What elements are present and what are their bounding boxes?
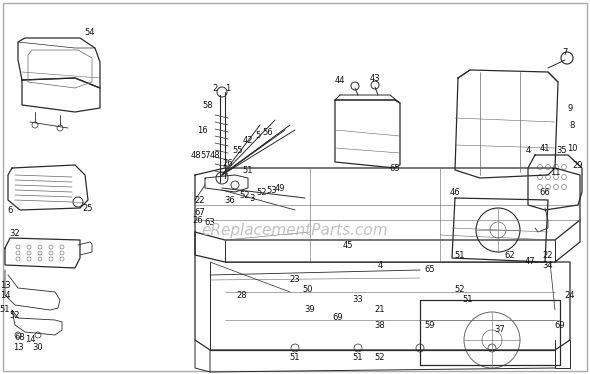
- Text: 51: 51: [463, 295, 473, 304]
- Text: 14: 14: [0, 291, 10, 300]
- Text: 51: 51: [455, 251, 466, 260]
- Text: 3: 3: [250, 193, 255, 202]
- Text: 39: 39: [304, 306, 315, 315]
- Text: 50: 50: [303, 285, 313, 294]
- Text: 54: 54: [85, 28, 95, 37]
- Text: 38: 38: [375, 321, 385, 329]
- Text: 5: 5: [255, 131, 261, 140]
- Text: 69: 69: [333, 313, 343, 322]
- Text: 44: 44: [335, 76, 345, 85]
- Text: 7: 7: [562, 47, 568, 56]
- Text: 63: 63: [205, 218, 215, 227]
- Text: 29: 29: [573, 160, 584, 169]
- Text: 48: 48: [191, 150, 201, 159]
- Text: 58: 58: [203, 101, 214, 110]
- Text: 28: 28: [237, 291, 247, 300]
- Text: 11: 11: [550, 168, 560, 177]
- Text: 52: 52: [455, 285, 466, 294]
- Text: 68: 68: [15, 334, 25, 343]
- Text: 25: 25: [83, 203, 93, 212]
- Text: 46: 46: [450, 187, 460, 196]
- Text: 52: 52: [257, 187, 267, 196]
- Text: 51: 51: [353, 353, 363, 362]
- Text: 52: 52: [375, 353, 385, 362]
- Text: 57: 57: [201, 150, 211, 159]
- Text: 30: 30: [32, 343, 43, 353]
- Text: 62: 62: [504, 251, 515, 260]
- Text: 16: 16: [196, 126, 207, 135]
- Text: 34: 34: [543, 261, 553, 270]
- Text: 52: 52: [240, 190, 250, 199]
- Text: 8: 8: [569, 120, 575, 129]
- Text: 37: 37: [494, 325, 506, 334]
- Text: 56: 56: [263, 128, 273, 137]
- Text: 26: 26: [222, 159, 233, 168]
- Text: 65: 65: [389, 163, 400, 172]
- Text: 13: 13: [0, 280, 10, 289]
- Text: eReplacementParts.com: eReplacementParts.com: [202, 223, 388, 237]
- Text: 35: 35: [557, 145, 568, 154]
- Text: 47: 47: [525, 258, 535, 267]
- Text: 51: 51: [0, 306, 10, 315]
- Text: 14: 14: [25, 335, 35, 344]
- Text: 1: 1: [225, 83, 231, 92]
- Text: 53: 53: [267, 186, 277, 194]
- Text: 59: 59: [425, 321, 435, 329]
- Text: 23: 23: [290, 276, 300, 285]
- Text: 33: 33: [353, 295, 363, 304]
- Text: 22: 22: [543, 251, 553, 260]
- Text: 13: 13: [13, 343, 24, 353]
- Text: 26: 26: [193, 215, 204, 224]
- Text: 41: 41: [540, 144, 550, 153]
- Text: 48: 48: [209, 150, 220, 159]
- Text: 24: 24: [565, 291, 575, 300]
- Text: 65: 65: [425, 266, 435, 275]
- Text: 4: 4: [525, 145, 530, 154]
- Text: 67: 67: [195, 208, 205, 217]
- Text: 52: 52: [10, 310, 20, 319]
- Text: 36: 36: [225, 196, 235, 205]
- Text: 51: 51: [242, 166, 253, 175]
- Text: 21: 21: [375, 306, 385, 315]
- Text: 49: 49: [275, 184, 285, 193]
- Text: 22: 22: [195, 196, 205, 205]
- Text: 69: 69: [555, 321, 565, 329]
- Text: 66: 66: [540, 187, 550, 196]
- Text: 10: 10: [567, 144, 577, 153]
- Text: 4: 4: [378, 261, 383, 270]
- Text: 6: 6: [7, 205, 13, 215]
- Text: 55: 55: [232, 145, 243, 154]
- Text: 45: 45: [343, 240, 353, 249]
- Text: 2: 2: [212, 83, 218, 92]
- Text: 42: 42: [242, 135, 253, 144]
- Text: 43: 43: [370, 74, 381, 83]
- Text: 32: 32: [9, 229, 20, 237]
- Text: 51: 51: [290, 353, 300, 362]
- Text: 9: 9: [568, 104, 573, 113]
